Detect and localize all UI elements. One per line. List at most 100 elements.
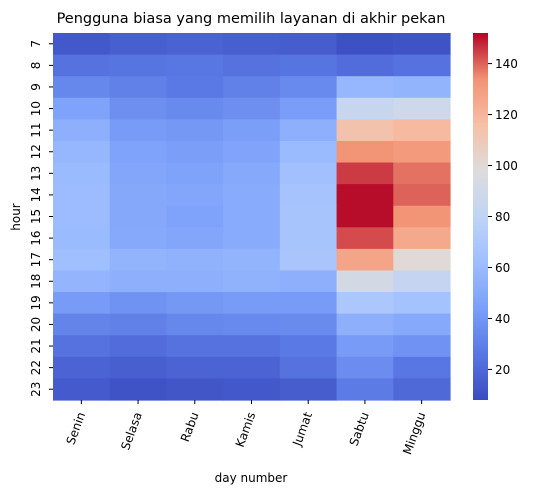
- heatmap-cell: [53, 33, 110, 55]
- heatmap-cell: [166, 270, 223, 292]
- heatmap-cell: [110, 270, 167, 292]
- heatmap-cell: [337, 357, 394, 379]
- heatmap-cell: [393, 76, 450, 98]
- heatmap-cell: [223, 206, 280, 228]
- heatmap-cell: [280, 141, 337, 163]
- heatmap-cell: [337, 249, 394, 271]
- heatmap-cell: [53, 227, 110, 249]
- heatmap-cell: [280, 249, 337, 271]
- heatmap-cell: [53, 98, 110, 120]
- heatmap-cell: [223, 292, 280, 314]
- heatmap-cell: [53, 270, 110, 292]
- heatmap-cell: [393, 206, 450, 228]
- heatmap-cell: [110, 335, 167, 357]
- heatmap-cell: [393, 227, 450, 249]
- heatmap-cell: [166, 55, 223, 77]
- heatmap-cell: [280, 98, 337, 120]
- colorbar-tick-label: 140: [495, 57, 518, 71]
- heatmap-cell: [337, 206, 394, 228]
- heatmap-cell: [393, 98, 450, 120]
- heatmap-cell: [280, 335, 337, 357]
- heatmap-cell: [280, 292, 337, 314]
- y-tick-label: 12: [29, 144, 43, 159]
- heatmap-cell: [280, 119, 337, 141]
- heatmap-cell: [337, 163, 394, 185]
- x-tick-label: Kamis: [233, 410, 259, 449]
- heatmap-cell: [166, 33, 223, 55]
- heatmap-cell: [110, 119, 167, 141]
- heatmap-cell: [337, 292, 394, 314]
- heatmap-cell: [53, 55, 110, 77]
- heatmap-cell: [53, 249, 110, 271]
- x-tick-label: Rabu: [178, 410, 202, 444]
- heatmap-cell: [53, 76, 110, 98]
- heatmap-cell: [280, 163, 337, 185]
- heatmap-cell: [223, 378, 280, 400]
- colorbar: [473, 33, 488, 400]
- heatmap-cell: [337, 55, 394, 77]
- heatmap-cell: [223, 141, 280, 163]
- heatmap-cell: [166, 141, 223, 163]
- heatmap-cell: [110, 33, 167, 55]
- heatmap-cell: [393, 357, 450, 379]
- heatmap-cell: [166, 378, 223, 400]
- heatmap-cell: [223, 33, 280, 55]
- heatmap-cell: [337, 227, 394, 249]
- heatmap-cell: [223, 357, 280, 379]
- heatmap-cell: [223, 270, 280, 292]
- heatmap-cell: [110, 249, 167, 271]
- heatmap-cell: [223, 249, 280, 271]
- heatmap-cell: [166, 335, 223, 357]
- heatmap-cell: [110, 98, 167, 120]
- y-tick-label: 21: [29, 338, 43, 353]
- heatmap-cell: [337, 98, 394, 120]
- heatmap-cell: [223, 163, 280, 185]
- colorbar-tick-label: 20: [495, 363, 510, 377]
- heatmap-cell: [53, 357, 110, 379]
- heatmap-cell: [393, 184, 450, 206]
- heatmap-cell: [110, 163, 167, 185]
- heatmap-cell: [166, 119, 223, 141]
- heatmap-cell: [110, 227, 167, 249]
- heatmap-cell: [110, 141, 167, 163]
- heatmap-cell: [337, 335, 394, 357]
- heatmap-cell: [223, 98, 280, 120]
- colorbar-tick-label: 100: [495, 159, 518, 173]
- heatmap-cell: [393, 378, 450, 400]
- y-tick-label: 7: [29, 40, 43, 48]
- heatmap-cell: [223, 55, 280, 77]
- heatmap-cell: [223, 184, 280, 206]
- heatmap-cell: [166, 98, 223, 120]
- heatmap-cell: [110, 292, 167, 314]
- heatmap-cell: [393, 163, 450, 185]
- heatmap-cell: [166, 314, 223, 336]
- heatmap-cell: [166, 249, 223, 271]
- chart-title: Pengguna biasa yang memilih layanan di a…: [57, 11, 446, 27]
- y-axis-ticks: 7 8 9 10 11 12 13 14 15 16 17 18 19 20 21 22 23: [29, 40, 53, 397]
- x-tick-label: Senin: [64, 410, 89, 446]
- heatmap-cell: [280, 227, 337, 249]
- heatmap-cell: [337, 184, 394, 206]
- x-tick-label: Sabtu: [347, 410, 372, 448]
- colorbar-tick-label: 120: [495, 108, 518, 122]
- heatmap-cell: [223, 119, 280, 141]
- heatmap-cell: [53, 163, 110, 185]
- x-tick-label: Selasa: [118, 410, 145, 452]
- heatmap-cell: [110, 55, 167, 77]
- heatmap-cell: [166, 206, 223, 228]
- heatmap-cell: [280, 270, 337, 292]
- colorbar-ticks: 20 40 60 80 100 120 140: [488, 57, 518, 377]
- heatmap-cell: [280, 76, 337, 98]
- colorbar-tick-label: 80: [495, 210, 510, 224]
- heatmap-cell: [53, 206, 110, 228]
- heatmap-cell: [166, 163, 223, 185]
- y-tick-label: 23: [29, 382, 43, 397]
- heatmap-cell: [53, 292, 110, 314]
- heatmap-cell: [393, 55, 450, 77]
- heatmap-cell: [53, 314, 110, 336]
- heatmap-cell: [393, 249, 450, 271]
- heatmap-cell: [337, 76, 394, 98]
- y-tick-label: 14: [29, 187, 43, 202]
- heatmap-cell: [223, 314, 280, 336]
- y-tick-label: 8: [29, 62, 43, 70]
